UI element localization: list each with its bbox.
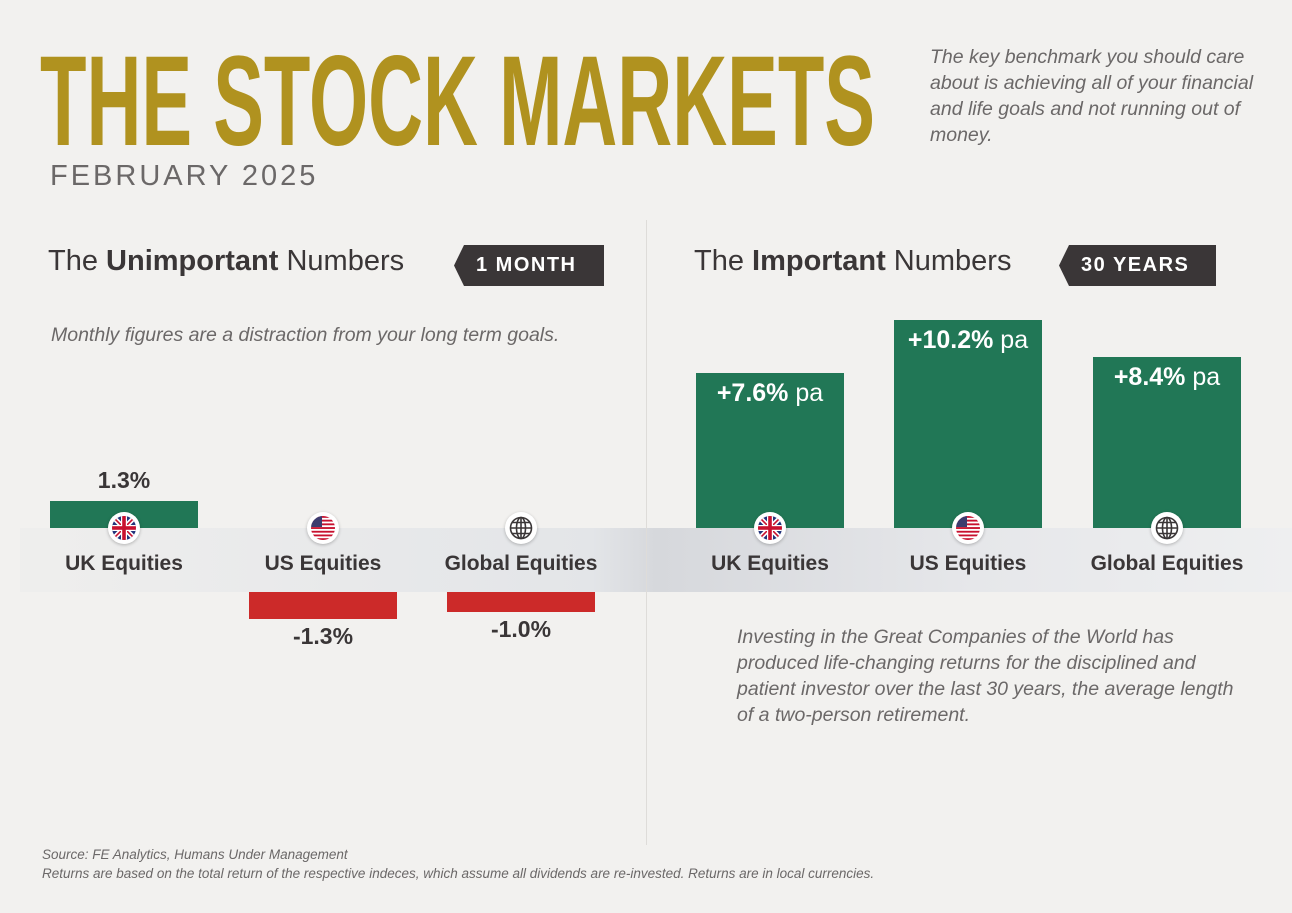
us-flag-icon: [952, 512, 984, 544]
category-label: US Equities: [909, 552, 1027, 575]
source-text: Source: FE Analytics, Humans Under Manag…: [42, 847, 348, 862]
footer: Source: FE Analytics, Humans Under Manag…: [42, 845, 874, 883]
category-label: Global Equities: [444, 552, 598, 575]
bar-uk-equities: [696, 372, 844, 528]
category-label: Global Equities: [1090, 552, 1244, 575]
period-tag-30-years: 30 YEARS: [1059, 245, 1216, 286]
page-title: THE STOCK MARKETS: [40, 48, 875, 153]
bar-global-equities: [447, 592, 595, 613]
data-label: +10.2% pa: [907, 325, 1029, 354]
category-label: UK Equities: [65, 552, 183, 575]
data-label: -1.3%: [292, 622, 354, 649]
intro-text: The key benchmark you should care about …: [930, 46, 1254, 146]
bar-us-equities: [249, 592, 397, 619]
period-tag-1-month: 1 MONTH: [454, 245, 604, 286]
page-title-text: THE STOCK MARKETS: [40, 48, 875, 153]
uk-flag-icon: [108, 512, 140, 544]
data-label: +7.6% pa: [716, 378, 824, 407]
category-label: US Equities: [264, 552, 382, 575]
data-label: +8.4% pa: [1113, 362, 1221, 391]
data-label: -1.0%: [490, 616, 552, 643]
us-flag-icon: [307, 512, 339, 544]
data-label: 1.3%: [97, 467, 151, 494]
unimportant-note: Monthly figures are a distraction from y…: [51, 324, 560, 346]
bar-global-equities: [1093, 356, 1241, 528]
globe-icon: [505, 512, 537, 544]
bar-us-equities: [894, 319, 1042, 528]
important-section-title: The Important Numbers: [694, 245, 1012, 277]
category-band: [20, 528, 1292, 592]
globe-icon: [1151, 512, 1183, 544]
unimportant-section-title: The Unimportant Numbers: [48, 245, 405, 277]
important-note: Investing in the Great Companies of the …: [737, 626, 1234, 726]
disclaimer-text: Returns are based on the total return of…: [42, 866, 875, 881]
page-subtitle: FEBRUARY 2025: [50, 160, 319, 192]
uk-flag-icon: [754, 512, 786, 544]
category-label: UK Equities: [711, 552, 829, 575]
divider: [646, 220, 647, 845]
